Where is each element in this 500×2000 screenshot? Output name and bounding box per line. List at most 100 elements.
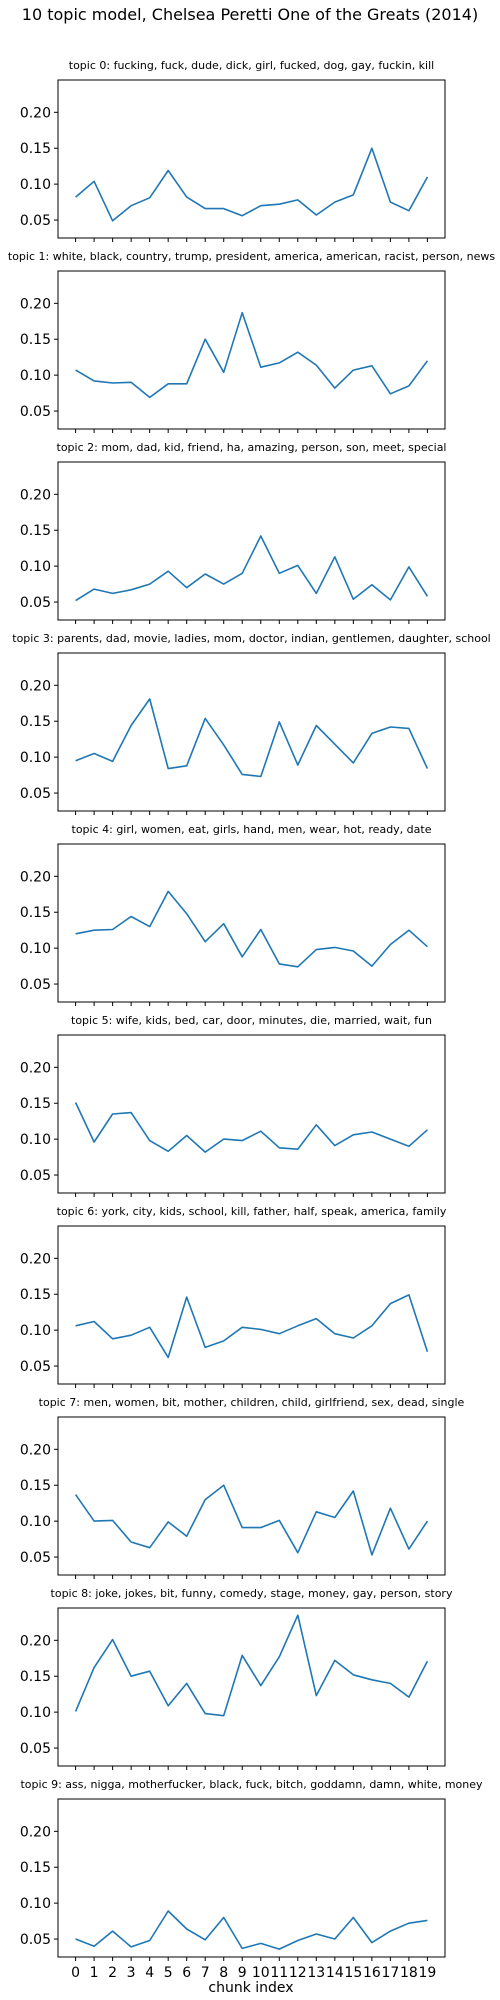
x-tick-label: 4 (145, 1965, 154, 1981)
x-tick-label: 2 (108, 1965, 117, 1981)
y-tick-label: 0.15 (20, 1096, 51, 1112)
y-tick-label: 0.20 (20, 487, 51, 503)
panel-9: topic 9: ass, nigga, motherfucker, black… (20, 1778, 483, 1981)
panels-group: topic 0: fucking, fuck, dude, dick, girl… (8, 59, 495, 1981)
y-tick-label: 0.05 (20, 595, 51, 611)
x-tick-label: 17 (381, 1965, 399, 1981)
series-line (74, 1614, 429, 1717)
panel-title: topic 8: joke, jokes, bit, funny, comedy… (51, 1587, 453, 1600)
series-line (75, 311, 429, 399)
y-tick-label: 0.05 (20, 977, 51, 993)
y-tick-label: 0.10 (20, 1896, 51, 1912)
x-tick-label: 12 (289, 1965, 307, 1981)
axes-frame (57, 1034, 446, 1194)
x-tick-label: 3 (127, 1965, 136, 1981)
y-tick-label: 0.05 (20, 1168, 51, 1184)
x-tick-label: 8 (219, 1965, 228, 1981)
y-tick-label: 0.20 (20, 1633, 51, 1649)
y-tick-label: 0.05 (20, 404, 51, 420)
y-tick-label: 0.10 (20, 750, 51, 766)
x-axis-label: chunk index (208, 1980, 293, 1996)
x-tick-label: 11 (270, 1965, 288, 1981)
x-tick-label: 7 (201, 1965, 210, 1981)
y-tick-label: 0.15 (20, 1860, 51, 1876)
y-tick-label: 0.05 (20, 213, 51, 229)
y-tick-label: 0.15 (20, 905, 51, 921)
x-tick-label: 18 (400, 1965, 418, 1981)
y-tick-label: 0.20 (20, 869, 51, 885)
y-tick-label: 0.05 (20, 1741, 51, 1757)
series-line (75, 535, 429, 602)
axes-frame (57, 1416, 446, 1576)
y-tick-label: 0.05 (20, 786, 51, 802)
panel-title: topic 2: mom, dad, kid, friend, ha, amaz… (57, 441, 447, 454)
panel-2: topic 2: mom, dad, kid, friend, ha, amaz… (20, 441, 447, 624)
x-tick-label: 19 (418, 1965, 436, 1981)
y-tick-label: 0.05 (20, 1550, 51, 1566)
y-tick-label: 0.20 (20, 1442, 51, 1458)
x-tick-label: 16 (363, 1965, 381, 1981)
panel-8: topic 8: joke, jokes, bit, funny, comedy… (20, 1587, 453, 1770)
axes-frame (57, 270, 446, 430)
axes-frame (57, 1798, 446, 1958)
y-tick-label: 0.05 (20, 1359, 51, 1375)
axes-frame (57, 461, 446, 621)
y-tick-label: 0.10 (20, 1323, 51, 1339)
y-tick-label: 0.10 (20, 941, 51, 957)
panel-7: topic 7: men, women, bit, mother, childr… (20, 1396, 465, 1579)
series-line (75, 698, 429, 778)
y-tick-label: 0.10 (20, 368, 51, 384)
panel-title: topic 0: fucking, fuck, dude, dick, girl… (69, 59, 434, 72)
panel-0: topic 0: fucking, fuck, dude, dick, girl… (20, 59, 446, 242)
panel-5: topic 5: wife, kids, bed, car, door, min… (20, 1014, 446, 1197)
series-line (75, 890, 428, 968)
panel-6: topic 6: york, city, kids, school, kill,… (20, 1205, 447, 1388)
y-tick-label: 0.20 (20, 105, 51, 121)
x-tick-label: 0 (71, 1965, 80, 1981)
x-tick-label: 13 (307, 1965, 325, 1981)
panel-1: topic 1: white, black, country, trump, p… (8, 250, 495, 433)
y-tick-label: 0.10 (20, 177, 51, 193)
y-tick-label: 0.20 (20, 1251, 51, 1267)
panel-title: topic 7: men, women, bit, mother, childr… (39, 1396, 465, 1409)
axes-frame (57, 1607, 446, 1767)
y-tick-label: 0.20 (20, 296, 51, 312)
panel-title: topic 5: wife, kids, bed, car, door, min… (71, 1014, 432, 1027)
x-tick-label: 9 (238, 1965, 247, 1981)
series-line (75, 1294, 429, 1359)
y-tick-label: 0.15 (20, 1478, 51, 1494)
series-line (75, 1910, 428, 1950)
axes-frame (57, 1225, 446, 1385)
x-tick-label: 1 (90, 1965, 99, 1981)
x-tick-label: 15 (344, 1965, 362, 1981)
x-tick-label: 5 (164, 1965, 173, 1981)
x-tick-label: 10 (252, 1965, 270, 1981)
panel-3: topic 3: parents, dad, movie, ladies, mo… (12, 632, 491, 815)
y-tick-label: 0.20 (20, 1824, 51, 1840)
y-tick-label: 0.15 (20, 332, 51, 348)
y-tick-label: 0.15 (20, 714, 51, 730)
series-line (75, 147, 429, 222)
y-tick-label: 0.15 (20, 141, 51, 157)
y-tick-label: 0.15 (20, 1287, 51, 1303)
x-tick-label: 6 (182, 1965, 191, 1981)
y-tick-label: 0.20 (20, 678, 51, 694)
y-tick-label: 0.10 (20, 1705, 51, 1721)
series-line (74, 1484, 429, 1556)
y-tick-label: 0.15 (20, 1669, 51, 1685)
panel-title: topic 9: ass, nigga, motherfucker, black… (20, 1778, 483, 1791)
y-tick-label: 0.10 (20, 1514, 51, 1530)
y-tick-label: 0.20 (20, 1060, 51, 1076)
x-tick-label: 14 (326, 1965, 344, 1981)
y-tick-label: 0.10 (20, 559, 51, 575)
axes-frame (57, 652, 446, 812)
panel-title: topic 3: parents, dad, movie, ladies, mo… (12, 632, 490, 645)
y-tick-label: 0.15 (20, 523, 51, 539)
series-line (74, 1102, 428, 1153)
panel-title: topic 4: girl, women, eat, girls, hand, … (72, 823, 432, 836)
y-tick-label: 0.05 (20, 1932, 51, 1948)
axes-frame (57, 843, 446, 1003)
panel-title: topic 6: york, city, kids, school, kill,… (57, 1205, 447, 1218)
axes-frame (57, 79, 446, 239)
